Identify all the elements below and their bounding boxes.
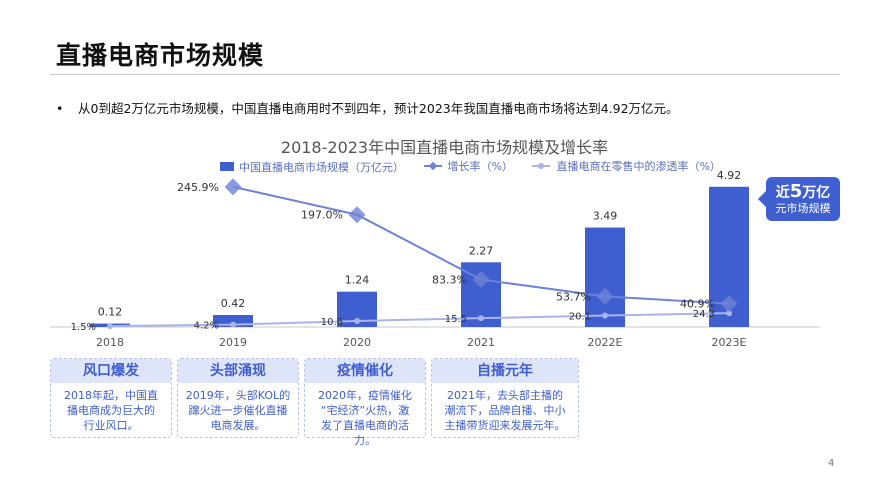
growth-label-2019: 245.9%: [177, 181, 219, 194]
card-text-line: 电商发展。: [210, 419, 266, 432]
card-text: 2018年起，中国直 播电商成为巨大的 行业风口。: [51, 383, 171, 433]
x-tick-label-2019: 2019: [219, 336, 247, 349]
callout-prefix: 近: [775, 185, 790, 201]
chart-title: 2018-2023年中国直播电商市场规模及增长率: [280, 138, 609, 157]
penetration-line: [109, 312, 730, 328]
bullet-dot: •: [56, 101, 64, 116]
milestone-card-2018: 风口爆发 2018年起，中国直 播电商成为巨大的 行业风口。: [50, 358, 172, 438]
penetration-point-2019: [230, 321, 236, 328]
x-tick-label-2023E: 2023E: [712, 336, 747, 349]
growth-point-2023E: [720, 295, 738, 313]
title-divider: [50, 74, 840, 75]
growth-label-2023E: 40.9%: [680, 298, 715, 311]
bar-value-label-2023E: 4.92: [717, 169, 742, 182]
penetration-label-2021: 15.5: [445, 314, 467, 325]
penetration-label-2023E: 24.3: [693, 309, 715, 320]
growth-point-2022E: [596, 287, 614, 305]
card-text-line: 蹿火进一步催化直播: [188, 404, 288, 417]
card-text-line: 发了直播电商的活力。: [321, 419, 409, 447]
chart-legend: 中国直播电商市场规模（万亿元） 增长率（%） 直播电商在零售中的渗透率（%）: [220, 158, 737, 175]
legend-label-growth: 增长率（%）: [447, 160, 513, 173]
growth-label-2022E: 53.7%: [556, 290, 591, 303]
card-title: 自播元年: [432, 359, 578, 383]
card-text-line: 潮流下，品牌自播、中小: [444, 404, 566, 417]
penetration-point-2022E: [602, 312, 608, 319]
card-text-line: 行业风口。: [83, 419, 139, 432]
legend-item-penetration: 直播电商在零售中的渗透率（%）: [532, 158, 721, 174]
bullet-point: • 从0到超2万亿元市场规模，中国直播电商用时不到四年，预计2023年我国直播电商…: [56, 98, 679, 117]
growth-point-2020: [348, 206, 366, 224]
penetration-label-2018: 1.5%: [71, 322, 96, 333]
x-tick-label-2022E: 2022E: [588, 336, 623, 349]
legend-label-market-size: 中国直播电商市场规模（万亿元）: [239, 160, 404, 174]
callout-number: 5: [789, 181, 803, 202]
penetration-point-2020: [354, 317, 360, 324]
bar-2019: [213, 315, 253, 327]
growth-label-2021: 83.3%: [432, 274, 467, 287]
bar-value-label-2020: 1.24: [345, 274, 370, 287]
card-text: 2021年，去头部主播的 潮流下，品牌自播、中小 主播带货迎来发展元年。: [432, 383, 578, 433]
penetration-point-2021: [478, 315, 484, 322]
x-tick-label-2018: 2018: [96, 336, 124, 349]
card-text-line: 2020年，疫情催化: [318, 389, 412, 402]
bar-value-label-2018: 0.12: [98, 306, 123, 319]
growth-point-2019: [224, 178, 242, 196]
card-title: 疫情催化: [305, 359, 425, 383]
card-text-line: 播电商成为巨大的: [67, 404, 155, 417]
milestone-card-2020: 疫情催化 2020年，疫情催化 “宅经济”火热，激 发了直播电商的活力。: [304, 358, 426, 447]
bar-value-label-2019: 0.42: [221, 297, 246, 310]
x-tick-label-2021: 2021: [467, 336, 495, 349]
legend-growth-swatch: [423, 161, 442, 171]
callout-suffix: 万亿: [802, 185, 831, 201]
card-title: 风口爆发: [51, 359, 171, 383]
card-text-line: 2018年起，中国直: [64, 389, 158, 402]
card-text: 2020年，疫情催化 “宅经济”火热，激 发了直播电商的活力。: [305, 383, 425, 448]
milestone-card-2019: 头部涌现 2019年，头部KOL的 蹿火进一步催化直播 电商发展。: [177, 358, 299, 438]
card-text-line: “宅经济”火热，激: [320, 404, 410, 417]
penetration-label-2022E: 20.1: [569, 312, 591, 323]
milestone-card-2021: 自播元年 2021年，去头部主播的 潮流下，品牌自播、中小 主播带货迎来发展元年…: [431, 358, 579, 438]
bar-value-label-2021: 2.27: [469, 244, 494, 257]
penetration-label-2020: 10.6: [321, 317, 343, 328]
growth-label-2020: 197.0%: [301, 209, 343, 222]
callout-line-1: 近5万亿: [766, 181, 840, 203]
chart-canvas: 0.12 2018 0.42 2019 1.24 2020 2.27 2021 3.49 2022…: [50, 169, 820, 349]
legend-bar-swatch: [220, 162, 234, 171]
card-text: 2019年，头部KOL的 蹿火进一步催化直播 电商发展。: [178, 383, 298, 433]
x-tick-label-2020: 2020: [343, 336, 371, 349]
page-number: 4: [828, 458, 835, 469]
callout-badge: 近5万亿 元市场规模: [758, 177, 840, 221]
bullet-text: 从0到超2万亿元市场规模，中国直播电商用时不到四年，预计2023年我国直播电商市…: [78, 101, 679, 116]
legend-penetration-swatch: [532, 161, 551, 171]
penetration-point-2018: [107, 323, 113, 330]
legend-item-market-size: 中国直播电商市场规模（万亿元）: [220, 159, 404, 175]
legend-label-penetration: 直播电商在零售中的渗透率（%）: [556, 160, 721, 173]
penetration-point-2023E: [726, 310, 732, 317]
callout-line-2: 元市场规模: [775, 201, 831, 215]
growth-point-2021: [472, 271, 490, 289]
penetration-label-2019: 4.2%: [194, 321, 219, 332]
card-title: 头部涌现: [178, 359, 298, 383]
legend-item-growth: 增长率（%）: [423, 158, 513, 174]
bar-value-label-2022E: 3.49: [593, 210, 618, 223]
bar-2022E: [585, 227, 625, 327]
card-text-line: 2019年，头部KOL的: [185, 389, 291, 402]
card-text-line: 主播带货迎来发展元年。: [444, 419, 566, 432]
slide-title: 直播电商市场规模: [56, 41, 265, 70]
card-text-line: 2021年，去头部主播的: [447, 389, 563, 402]
